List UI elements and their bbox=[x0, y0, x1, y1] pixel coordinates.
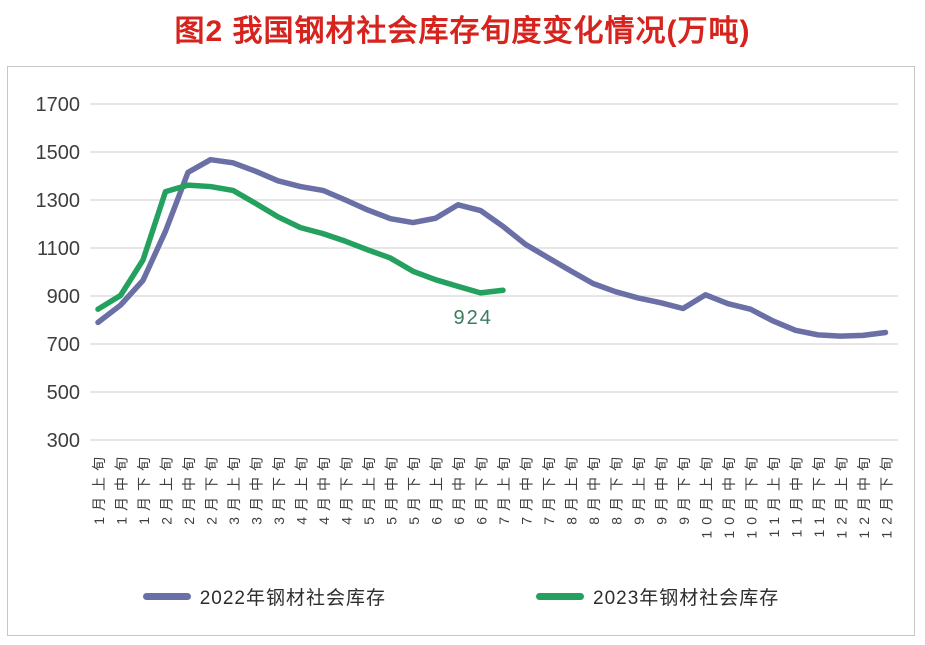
y-axis-tick-label: 700 bbox=[47, 334, 80, 356]
x-axis-tick-label: 7月下旬 bbox=[541, 451, 557, 525]
y-axis-tick-label: 1300 bbox=[36, 190, 81, 212]
x-axis-tick-label: 3月下旬 bbox=[271, 451, 287, 525]
y-axis-tick-label: 900 bbox=[47, 286, 80, 308]
x-axis-tick-label: 5月下旬 bbox=[406, 451, 422, 525]
x-axis-tick-label: 6月下旬 bbox=[474, 451, 490, 525]
x-axis-tick-label: 11月下旬 bbox=[811, 451, 827, 538]
data-annotation-924: 924 bbox=[453, 306, 493, 329]
legend-marker-2022-line bbox=[142, 592, 191, 600]
x-axis-tick-label: 10月中旬 bbox=[721, 451, 737, 539]
x-axis-tick-label: 10月上旬 bbox=[699, 451, 715, 539]
legend-label-2022: 2022年钢材社会库存 bbox=[199, 587, 386, 609]
series-line-2023年 bbox=[95, 182, 506, 312]
x-axis-tick-label: 1月下旬 bbox=[136, 451, 152, 525]
x-axis-tick-label: 9月下旬 bbox=[676, 451, 692, 525]
x-axis-tick-label: 6月中旬 bbox=[451, 451, 467, 525]
chart-canvas: 300 500 700 900 1100 1300 1500 1700 1月上旬 1月中旬 1月下旬… bbox=[36, 94, 898, 539]
x-axis-tick-label: 2月上旬 bbox=[159, 451, 175, 525]
x-axis-tick-label: 9月上旬 bbox=[631, 451, 647, 525]
y-axis-tick-label: 1700 bbox=[36, 94, 81, 116]
x-axis-tick-label: 5月上旬 bbox=[361, 451, 377, 525]
legend-item-2023: 2023年钢材社会库存 bbox=[536, 583, 779, 610]
y-axis-tick-label: 500 bbox=[47, 382, 80, 404]
x-axis-tick-label: 2月中旬 bbox=[181, 451, 197, 525]
y-axis-tick-label: 300 bbox=[47, 430, 80, 452]
x-axis-tick-label: 3月上旬 bbox=[226, 451, 242, 525]
legend-label-2023: 2023年钢材社会库存 bbox=[593, 587, 780, 609]
x-axis-tick-label: 5月中旬 bbox=[384, 451, 400, 525]
x-axis-tick-label: 2月下旬 bbox=[204, 451, 220, 525]
chart-title: 图2 我国钢材社会库存旬度变化情况(万吨) bbox=[174, 15, 751, 48]
x-axis-tick-label: 6月上旬 bbox=[429, 451, 445, 525]
x-axis-tick-label: 7月上旬 bbox=[496, 451, 512, 525]
series-line-2022年 bbox=[95, 156, 889, 339]
x-axis-tick-label: 8月下旬 bbox=[609, 451, 625, 525]
legend-item-2022: 2022年钢材社会库存 bbox=[142, 583, 386, 610]
legend: 2022年钢材社会库存 2023年钢材社会库存 bbox=[8, 579, 914, 613]
y-axis-tick-label: 1100 bbox=[37, 238, 80, 260]
chart-frame: 300 500 700 900 1100 1300 1500 1700 1月上旬 1月中旬 1月下旬… bbox=[7, 66, 915, 636]
x-axis-tick-label: 11月上旬 bbox=[766, 451, 782, 538]
x-axis-tick-label: 11月中旬 bbox=[789, 451, 805, 538]
x-axis-tick-label: 1月中旬 bbox=[114, 451, 130, 525]
x-axis-tick-label: 12月下旬 bbox=[879, 451, 895, 539]
x-axis-tick-label: 9月中旬 bbox=[654, 451, 670, 525]
x-axis-tick-label: 4月下旬 bbox=[339, 451, 355, 525]
x-axis-tick-label: 4月中旬 bbox=[316, 451, 332, 525]
x-axis-tick-label: 8月中旬 bbox=[586, 451, 602, 525]
x-axis-tick-label: 1月上旬 bbox=[91, 451, 107, 525]
x-axis-tick-label: 12月中旬 bbox=[856, 451, 872, 539]
x-axis-tick-label: 12月上旬 bbox=[834, 451, 850, 539]
x-axis-tick-label: 7月中旬 bbox=[519, 451, 535, 525]
x-axis-tick-label: 8月上旬 bbox=[564, 451, 580, 525]
legend-marker-2023-line bbox=[536, 592, 584, 600]
x-axis-tick-label: 4月上旬 bbox=[294, 451, 310, 525]
x-axis-tick-label: 10月下旬 bbox=[744, 451, 760, 539]
y-axis-tick-label: 1500 bbox=[36, 142, 81, 164]
x-axis-tick-label: 3月中旬 bbox=[249, 451, 265, 525]
